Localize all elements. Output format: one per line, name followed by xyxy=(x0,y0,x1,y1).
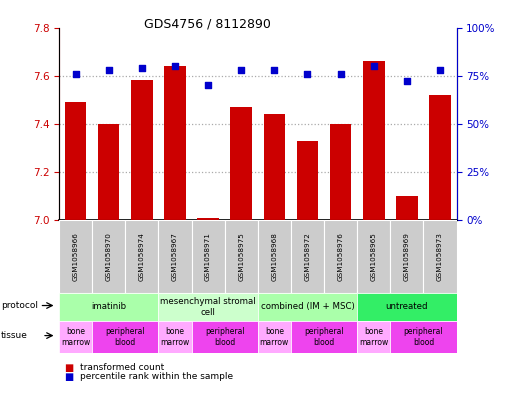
Text: bone
marrow: bone marrow xyxy=(359,327,388,347)
Point xyxy=(370,63,378,69)
Text: peripheral
blood: peripheral blood xyxy=(304,327,344,347)
Text: GSM1058972: GSM1058972 xyxy=(305,232,310,281)
Bar xyxy=(291,220,324,293)
Point xyxy=(436,67,444,73)
Text: GSM1058971: GSM1058971 xyxy=(205,232,211,281)
Point xyxy=(171,63,179,69)
Point xyxy=(71,71,80,77)
Bar xyxy=(59,293,159,321)
Text: protocol: protocol xyxy=(1,301,38,310)
Text: untreated: untreated xyxy=(386,303,428,311)
Text: transformed count: transformed count xyxy=(80,364,164,372)
Text: GSM1058974: GSM1058974 xyxy=(139,232,145,281)
Point xyxy=(303,71,311,77)
Text: imatinib: imatinib xyxy=(91,303,126,311)
Bar xyxy=(291,321,357,353)
Bar xyxy=(258,293,357,321)
Point xyxy=(237,67,245,73)
Bar xyxy=(297,141,318,220)
Bar xyxy=(191,321,258,353)
Point xyxy=(270,67,279,73)
Text: ■: ■ xyxy=(64,372,73,382)
Bar xyxy=(363,61,385,220)
Bar xyxy=(159,293,258,321)
Text: GSM1058968: GSM1058968 xyxy=(271,232,278,281)
Text: peripheral
blood: peripheral blood xyxy=(404,327,443,347)
Text: bone
marrow: bone marrow xyxy=(61,327,90,347)
Point xyxy=(403,78,411,84)
Text: mesenchymal stromal
cell: mesenchymal stromal cell xyxy=(160,297,256,317)
Bar xyxy=(264,114,285,220)
Bar xyxy=(125,220,159,293)
Bar xyxy=(357,293,457,321)
Bar xyxy=(390,321,457,353)
Bar xyxy=(330,124,351,220)
Text: GSM1058973: GSM1058973 xyxy=(437,232,443,281)
Text: GSM1058975: GSM1058975 xyxy=(238,232,244,281)
Text: GSM1058967: GSM1058967 xyxy=(172,232,178,281)
Bar xyxy=(225,220,258,293)
Bar xyxy=(390,220,423,293)
Bar xyxy=(92,321,159,353)
Bar xyxy=(159,321,191,353)
Bar xyxy=(59,220,92,293)
Text: peripheral
blood: peripheral blood xyxy=(205,327,245,347)
Text: ■: ■ xyxy=(64,363,73,373)
Text: GSM1058966: GSM1058966 xyxy=(72,232,78,281)
Bar xyxy=(98,124,120,220)
Bar xyxy=(396,196,418,220)
Bar xyxy=(429,95,451,220)
Text: GDS4756 / 8112890: GDS4756 / 8112890 xyxy=(144,18,270,31)
Bar xyxy=(357,321,390,353)
Bar xyxy=(258,220,291,293)
Bar xyxy=(230,107,252,220)
Bar xyxy=(59,321,92,353)
Text: bone
marrow: bone marrow xyxy=(260,327,289,347)
Text: tissue: tissue xyxy=(1,331,28,340)
Text: GSM1058976: GSM1058976 xyxy=(338,232,344,281)
Text: GSM1058969: GSM1058969 xyxy=(404,232,410,281)
Point xyxy=(337,71,345,77)
Bar xyxy=(191,220,225,293)
Text: combined (IM + MSC): combined (IM + MSC) xyxy=(261,303,354,311)
Bar xyxy=(92,220,125,293)
Text: peripheral
blood: peripheral blood xyxy=(106,327,145,347)
Point xyxy=(105,67,113,73)
Bar xyxy=(423,220,457,293)
Bar xyxy=(198,218,219,220)
Point xyxy=(137,65,146,71)
Bar xyxy=(357,220,390,293)
Bar xyxy=(131,81,152,220)
Bar xyxy=(324,220,357,293)
Text: GSM1058965: GSM1058965 xyxy=(371,232,377,281)
Bar xyxy=(65,102,86,220)
Point xyxy=(204,82,212,88)
Bar xyxy=(159,220,191,293)
Bar xyxy=(258,321,291,353)
Bar xyxy=(164,66,186,220)
Text: bone
marrow: bone marrow xyxy=(161,327,190,347)
Text: percentile rank within the sample: percentile rank within the sample xyxy=(80,373,232,381)
Text: GSM1058970: GSM1058970 xyxy=(106,232,112,281)
